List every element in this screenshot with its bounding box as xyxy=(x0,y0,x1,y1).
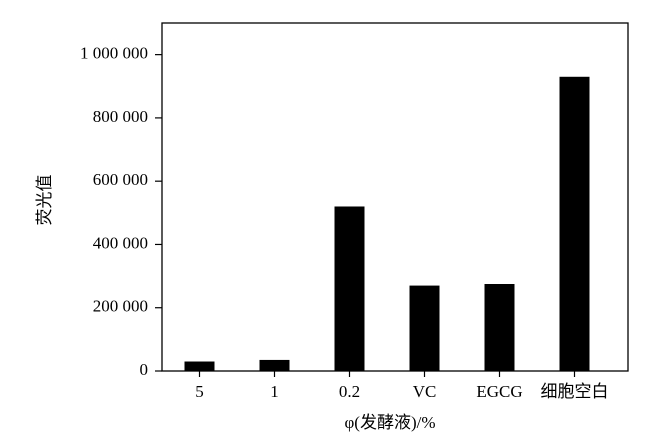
y-axis-label: 荧光值 xyxy=(35,175,54,226)
x-tick-label: EGCG xyxy=(476,382,522,401)
plot-frame xyxy=(161,22,629,372)
bar xyxy=(559,76,590,372)
y-tick-label: 200 000 xyxy=(93,297,148,316)
y-tick-label: 800 000 xyxy=(93,107,148,126)
x-tick-label: 0.2 xyxy=(339,382,360,401)
bar xyxy=(334,206,365,371)
x-tick-label: VC xyxy=(413,382,437,401)
y-tick-label: 400 000 xyxy=(93,233,148,252)
x-tick-label: 5 xyxy=(195,382,204,401)
x-axis-label: φ(发酵液)/% xyxy=(344,413,435,432)
bar xyxy=(259,359,290,371)
bar xyxy=(484,284,515,371)
bar xyxy=(409,285,440,371)
x-tick-label: 1 xyxy=(270,382,279,401)
x-tick-label: 细胞空白 xyxy=(541,382,609,401)
y-tick-label: 0 xyxy=(140,360,149,379)
y-tick-label: 600 000 xyxy=(93,170,148,189)
bar xyxy=(184,361,215,371)
y-tick-label: 1 000 000 xyxy=(80,44,148,63)
